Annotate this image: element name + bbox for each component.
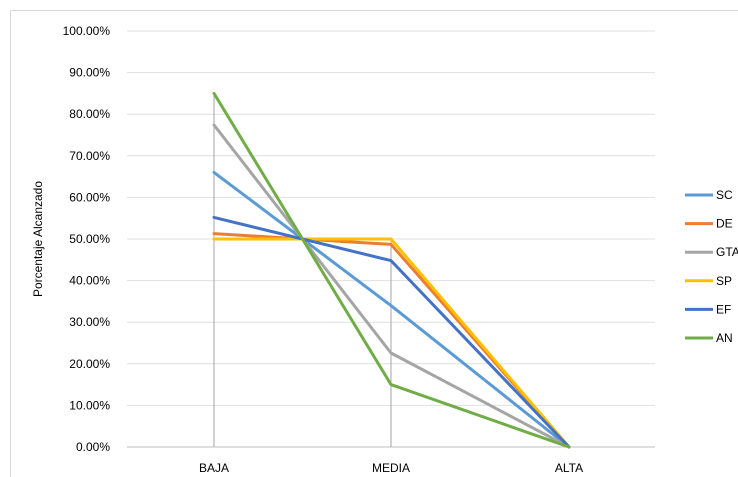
y-tick-label: 100.00% xyxy=(63,24,111,38)
y-tick-label: 10.00% xyxy=(69,398,110,412)
x-axis-ticks: BAJA MEDIA ALTA xyxy=(199,461,583,475)
y-tick-label: 50.00% xyxy=(69,232,110,246)
series-line-sc xyxy=(212,170,571,449)
series-line-ef xyxy=(212,215,571,449)
y-tick-label: 0.00% xyxy=(76,440,110,454)
legend: SC DE GTA SP EF AN xyxy=(685,188,738,345)
y-tick-label: 40.00% xyxy=(69,274,110,288)
series-line-gta xyxy=(212,123,571,449)
drop-lines xyxy=(213,93,392,447)
legend-label: GTA xyxy=(716,245,738,259)
y-axis-ticks: 0.00% 10.00% 20.00% 30.00% 40.00% 50.00% 60.00… xyxy=(63,24,111,454)
y-tick-label: 90.00% xyxy=(69,66,110,80)
legend-label: AN xyxy=(716,331,733,345)
y-tick-label: 70.00% xyxy=(69,149,110,163)
y-tick-label: 60.00% xyxy=(69,190,110,204)
series-line-an xyxy=(212,91,571,449)
legend-label: EF xyxy=(716,302,731,316)
series-lines xyxy=(212,91,571,449)
x-tick-label: MEDIA xyxy=(372,461,410,475)
y-tick-label: 80.00% xyxy=(69,107,110,121)
legend-label: DE xyxy=(716,217,733,231)
x-tick-label: BAJA xyxy=(199,461,229,475)
y-axis-title: Porcentaje Alcanzado xyxy=(31,181,45,297)
x-tick-label: ALTA xyxy=(555,461,583,475)
legend-label: SP xyxy=(716,274,732,288)
series-line-sp xyxy=(212,237,571,449)
y-tick-label: 30.00% xyxy=(69,315,110,329)
legend-label: SC xyxy=(716,188,733,202)
y-tick-label: 20.00% xyxy=(69,357,110,371)
